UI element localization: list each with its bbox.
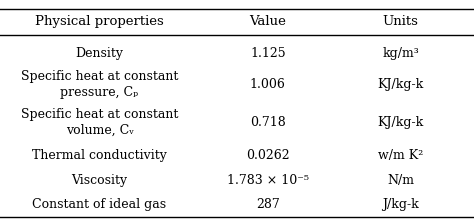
Text: Units: Units — [383, 15, 419, 28]
Text: 0.0262: 0.0262 — [246, 149, 290, 162]
Text: Constant of ideal gas: Constant of ideal gas — [33, 198, 166, 211]
Text: Physical properties: Physical properties — [35, 15, 164, 28]
Text: Thermal conductivity: Thermal conductivity — [32, 149, 167, 162]
Text: w/m K²: w/m K² — [378, 149, 423, 162]
Text: 1.006: 1.006 — [250, 78, 286, 91]
Text: 1.125: 1.125 — [250, 47, 286, 60]
Text: J/kg-k: J/kg-k — [382, 198, 419, 211]
Text: Specific heat at constant
volume, Cᵥ: Specific heat at constant volume, Cᵥ — [21, 108, 178, 137]
Text: 287: 287 — [256, 198, 280, 211]
Text: Value: Value — [249, 15, 286, 28]
Text: Specific heat at constant
pressure, Cₚ: Specific heat at constant pressure, Cₚ — [21, 70, 178, 99]
Text: Density: Density — [75, 47, 124, 60]
Text: KJ/kg-k: KJ/kg-k — [377, 116, 424, 129]
Text: 0.718: 0.718 — [250, 116, 286, 129]
Text: 1.783 × 10⁻⁵: 1.783 × 10⁻⁵ — [227, 174, 309, 187]
Text: N/m: N/m — [387, 174, 414, 187]
Text: KJ/kg-k: KJ/kg-k — [377, 78, 424, 91]
Text: kg/m³: kg/m³ — [382, 47, 419, 60]
Text: Viscosity: Viscosity — [72, 174, 128, 187]
